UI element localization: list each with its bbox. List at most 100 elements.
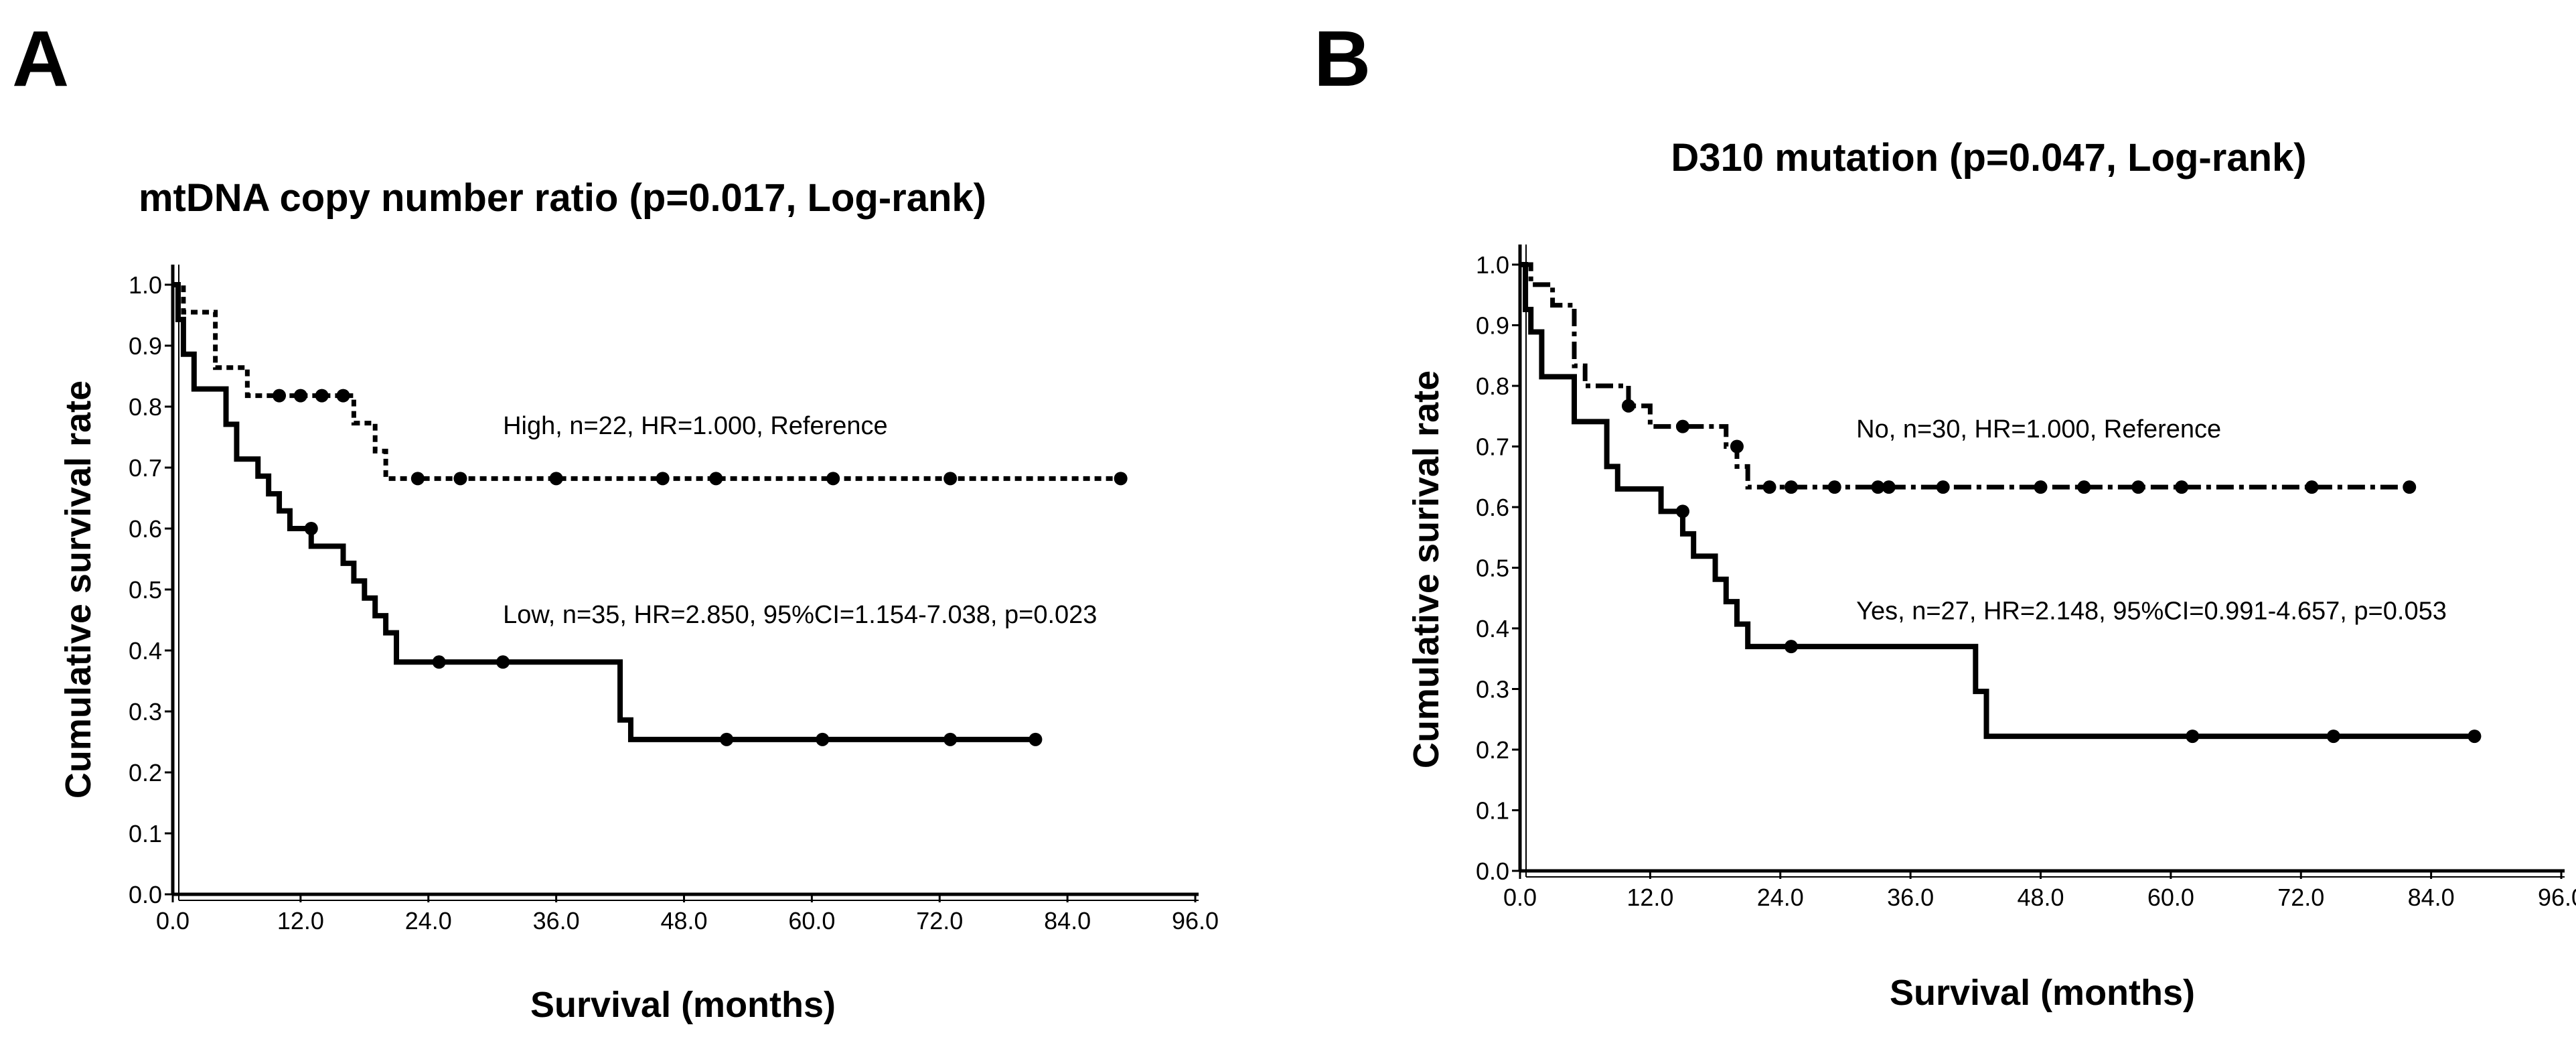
y-tick-label: 0.2 xyxy=(1476,736,1509,764)
censor-mark xyxy=(816,732,830,746)
y-tick-label: 0.0 xyxy=(129,881,162,908)
censor-mark xyxy=(293,389,307,403)
y-tick-label: 0.4 xyxy=(129,637,162,665)
survival-curve-high xyxy=(173,282,1121,481)
series-annotation-low: Low, n=35, HR=2.850, 95%CI=1.154-7.038, … xyxy=(503,601,1097,629)
censor-mark xyxy=(1882,480,1896,494)
censor-mark xyxy=(2326,730,2340,744)
x-axis-title: Survival (months) xyxy=(530,985,836,1025)
series-low: Low, n=35, HR=2.850, 95%CI=1.154-7.038, … xyxy=(173,282,1097,746)
censor-mark xyxy=(496,655,510,669)
censor-mark xyxy=(1827,480,1841,494)
survival-curve-yes xyxy=(1520,262,2475,740)
censor-mark xyxy=(1621,399,1635,413)
x-tick-label: 96.0 xyxy=(1172,907,1219,935)
censor-mark xyxy=(453,472,467,486)
x-tick-label: 12.0 xyxy=(1626,884,1673,911)
series-annotation-high: High, n=22, HR=1.000, Reference xyxy=(503,412,888,440)
censor-mark xyxy=(2175,480,2189,494)
survival-curve-low xyxy=(173,282,1036,742)
censor-mark xyxy=(2468,730,2482,744)
censor-mark xyxy=(2034,480,2048,494)
censor-mark xyxy=(2186,730,2200,744)
censor-mark xyxy=(826,472,840,486)
x-tick-label: 0.0 xyxy=(156,907,190,935)
x-tick-label: 96.0 xyxy=(2538,884,2576,911)
panel-letter: B xyxy=(1314,15,1371,103)
y-tick-label: 0.2 xyxy=(129,759,162,786)
y-tick-label: 0.3 xyxy=(1476,676,1509,703)
y-tick-label: 0.8 xyxy=(129,393,162,421)
x-tick-label: 84.0 xyxy=(1044,907,1091,935)
censor-mark xyxy=(720,732,734,746)
censor-mark xyxy=(1936,480,1950,494)
series-yes: Yes, n=27, HR=2.148, 95%CI=0.991-4.657, … xyxy=(1520,262,2482,744)
series-high: High, n=22, HR=1.000, Reference xyxy=(173,282,1128,486)
censor-mark xyxy=(336,389,350,403)
x-tick-label: 12.0 xyxy=(277,907,324,935)
censor-mark xyxy=(432,655,446,669)
y-tick-label: 1.0 xyxy=(129,271,162,299)
y-tick-label: 0.7 xyxy=(129,454,162,482)
x-tick-label: 60.0 xyxy=(2147,884,2194,911)
x-tick-label: 24.0 xyxy=(1757,884,1804,911)
y-axis-title: Cumulative surival rate xyxy=(1406,370,1446,768)
chart-title: mtDNA copy number ratio (p=0.017, Log-ra… xyxy=(139,176,986,220)
series-annotation-yes: Yes, n=27, HR=2.148, 95%CI=0.991-4.657, … xyxy=(1856,597,2447,625)
y-tick-label: 0.8 xyxy=(1476,372,1509,400)
x-tick-label: 60.0 xyxy=(788,907,835,935)
x-tick-label: 48.0 xyxy=(660,907,707,935)
x-tick-label: 48.0 xyxy=(2017,884,2064,911)
censor-mark xyxy=(1784,480,1798,494)
censor-mark xyxy=(549,472,563,486)
censor-mark xyxy=(709,472,723,486)
x-tick-label: 36.0 xyxy=(1887,884,1934,911)
censor-mark xyxy=(1675,419,1689,433)
censor-mark xyxy=(1762,480,1776,494)
censor-mark xyxy=(2403,480,2417,494)
censor-mark xyxy=(656,472,670,486)
censor-mark xyxy=(1871,480,1885,494)
survival-curve-no xyxy=(1520,262,2410,490)
x-tick-label: 24.0 xyxy=(405,907,452,935)
censor-mark xyxy=(273,389,287,403)
x-tick-label: 0.0 xyxy=(1503,884,1537,911)
y-tick-label: 0.1 xyxy=(129,820,162,847)
y-axis-title: Cumulative survival rate xyxy=(58,381,98,799)
censor-mark xyxy=(2131,480,2145,494)
y-tick-label: 0.0 xyxy=(1476,857,1509,885)
x-tick-label: 72.0 xyxy=(916,907,963,935)
censor-mark xyxy=(2305,480,2319,494)
y-tick-label: 0.5 xyxy=(1476,555,1509,582)
y-tick-label: 0.9 xyxy=(129,332,162,360)
censor-mark xyxy=(1784,640,1798,654)
series-no: No, n=30, HR=1.000, Reference xyxy=(1520,262,2417,494)
censor-mark xyxy=(410,472,425,486)
censor-mark xyxy=(1675,504,1689,518)
y-tick-label: 0.6 xyxy=(1476,494,1509,521)
y-tick-label: 0.5 xyxy=(129,576,162,604)
y-tick-label: 1.0 xyxy=(1476,251,1509,279)
censor-mark xyxy=(315,389,329,403)
x-tick-label: 36.0 xyxy=(533,907,580,935)
y-tick-label: 0.4 xyxy=(1476,615,1509,642)
chart-title: D310 mutation (p=0.047, Log-rank) xyxy=(1671,136,2306,180)
panel-letter: A xyxy=(12,15,69,103)
censor-mark xyxy=(1029,732,1043,746)
chart-panel-b: B D310 mutation (p=0.047, Log-rank) 0.0 0.1… xyxy=(1314,15,2576,1013)
censor-mark xyxy=(943,732,958,746)
y-tick-label: 0.1 xyxy=(1476,797,1509,825)
y-tick-label: 0.3 xyxy=(129,698,162,725)
censor-mark xyxy=(2077,480,2091,494)
series-annotation-no: No, n=30, HR=1.000, Reference xyxy=(1856,415,2221,443)
y-tick-label: 0.7 xyxy=(1476,433,1509,461)
censor-mark xyxy=(1114,472,1128,486)
y-tick-label: 0.6 xyxy=(129,515,162,543)
censor-mark xyxy=(304,522,318,535)
y-tick-label: 0.9 xyxy=(1476,312,1509,340)
x-tick-label: 72.0 xyxy=(2277,884,2324,911)
x-axis-title: Survival (months) xyxy=(1890,973,2195,1013)
x-tick-label: 84.0 xyxy=(2408,884,2455,911)
